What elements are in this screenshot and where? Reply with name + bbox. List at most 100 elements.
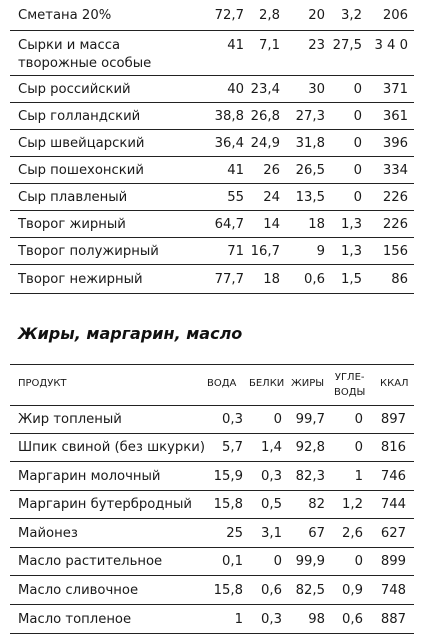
carbs-value: 0,9 — [342, 583, 363, 598]
kcal-value: 887 — [380, 612, 406, 627]
fat-value: 27,3 — [295, 109, 325, 124]
protein-value: 26,8 — [250, 109, 280, 124]
protein-value: 0,3 — [261, 469, 282, 484]
header-protein: БЕЛКИ — [249, 378, 285, 389]
table-row: Сыр пошехонский 41 26 26,5 0 334 — [10, 157, 414, 184]
carbs-value: 0 — [353, 109, 362, 124]
protein-value: 26 — [263, 163, 280, 178]
kcal-value: 396 — [382, 136, 408, 151]
fat-value: 99,7 — [295, 412, 325, 427]
product-name: Творог полужирный — [18, 244, 159, 259]
product-name: Сырки и масса — [18, 38, 121, 53]
table-row: Сыр голландский 38,8 26,8 27,3 0 361 — [10, 103, 414, 130]
header-water: ВОДА — [207, 378, 237, 389]
kcal-value: 334 — [382, 163, 408, 178]
protein-value: 2,8 — [259, 8, 280, 23]
carbs-value: 0 — [354, 440, 363, 455]
water-value: 36,4 — [214, 136, 244, 151]
table-row: Творог нежирный 77,7 18 0,6 1,5 86 — [10, 265, 414, 294]
kcal-value: 371 — [382, 82, 408, 97]
product-name: Сыр пошехонский — [18, 163, 144, 178]
product-name: Сыр голландский — [18, 109, 141, 124]
protein-value: 3,1 — [261, 526, 282, 541]
table-row: Творог жирный 64,7 14 18 1,3 226 — [10, 211, 414, 238]
protein-value: 0 — [273, 412, 282, 427]
fats-table: Жир топленый 0,3 0 99,7 0 897 Шпик свино… — [10, 405, 414, 634]
water-value: 41 — [227, 38, 244, 53]
section-title: Жиры, маргарин, масло — [18, 324, 243, 343]
water-value: 5,7 — [222, 440, 243, 455]
table-row: Сметана 20% 72,7 2,8 20 3,2 206 — [10, 0, 414, 31]
protein-value: 0,5 — [261, 497, 282, 512]
carbs-value: 1 — [354, 469, 363, 484]
water-value: 0,1 — [222, 554, 243, 569]
protein-value: 23,4 — [250, 82, 280, 97]
product-name: Творог нежирный — [18, 272, 143, 287]
kcal-value: 206 — [382, 8, 408, 23]
water-value: 25 — [226, 526, 243, 541]
protein-value: 18 — [263, 272, 280, 287]
product-name: Масло растительное — [18, 554, 163, 569]
product-name-line2: творожные особые — [18, 56, 152, 71]
water-value: 0,3 — [222, 412, 243, 427]
fat-value: 82,5 — [295, 583, 325, 598]
header-kcal: ККАЛ — [380, 378, 409, 389]
table-row: Масло топленое 1 0,3 98 0,6 887 — [10, 605, 414, 634]
protein-value: 0,6 — [261, 583, 282, 598]
fat-value: 20 — [308, 8, 325, 23]
water-value: 71 — [227, 244, 244, 259]
table-row: Сыр российский 40 23,4 30 0 371 — [10, 76, 414, 103]
carbs-value: 0 — [354, 554, 363, 569]
header-carbs: УГЛЕ- ВОДЫ — [334, 370, 365, 400]
carbs-value: 1,3 — [341, 217, 362, 232]
kcal-value: 226 — [382, 190, 408, 205]
product-name: Творог жирный — [18, 217, 126, 232]
carbs-value: 3,2 — [341, 8, 362, 23]
kcal-value: 156 — [382, 244, 408, 259]
water-value: 72,7 — [214, 8, 244, 23]
protein-value: 7,1 — [259, 38, 280, 53]
water-value: 15,9 — [213, 469, 243, 484]
fat-value: 9 — [316, 244, 325, 259]
water-value: 64,7 — [214, 217, 244, 232]
product-name: Сыр швейцарский — [18, 136, 145, 151]
fat-value: 67 — [308, 526, 325, 541]
product-name: Жир топленый — [18, 412, 122, 427]
fat-value: 82,3 — [295, 469, 325, 484]
header-fat: ЖИРЫ — [291, 378, 325, 389]
water-value: 55 — [227, 190, 244, 205]
carbs-value: 0 — [353, 190, 362, 205]
protein-value: 0,3 — [261, 612, 282, 627]
kcal-value: 3 4 0 — [374, 38, 408, 53]
kcal-value: 816 — [380, 440, 406, 455]
water-value: 77,7 — [214, 272, 244, 287]
fat-value: 26,5 — [295, 163, 325, 178]
water-value: 40 — [227, 82, 244, 97]
fat-value: 23 — [308, 38, 325, 53]
kcal-value: 899 — [380, 554, 406, 569]
water-value: 15,8 — [213, 497, 243, 512]
product-name: Маргарин бутербродный — [18, 497, 192, 512]
fat-value: 13,5 — [295, 190, 325, 205]
carbs-value: 27,5 — [332, 38, 362, 53]
product-name: Сыр российский — [18, 82, 131, 97]
fat-value: 92,8 — [295, 440, 325, 455]
table-row: Творог полужирный 71 16,7 9 1,3 156 — [10, 238, 414, 265]
table-row: Сырки и масса творожные особые 41 7,1 23… — [10, 31, 414, 76]
table-row: Масло растительное 0,1 0 99,9 0 899 — [10, 548, 414, 576]
table-row: Майонез 25 3,1 67 2,6 627 — [10, 519, 414, 548]
protein-value: 1,4 — [261, 440, 282, 455]
table-row: Жир топленый 0,3 0 99,7 0 897 — [10, 405, 414, 434]
water-value: 41 — [227, 163, 244, 178]
kcal-value: 226 — [382, 217, 408, 232]
fat-value: 0,6 — [304, 272, 325, 287]
header-product: ПРОДУКТ — [18, 378, 67, 389]
carbs-value: 1,3 — [341, 244, 362, 259]
kcal-value: 86 — [391, 272, 408, 287]
kcal-value: 627 — [380, 526, 406, 541]
product-name: Сметана 20% — [18, 8, 112, 23]
carbs-value: 2,6 — [342, 526, 363, 541]
water-value: 38,8 — [214, 109, 244, 124]
carbs-value: 1,2 — [342, 497, 363, 512]
carbs-value: 0,6 — [342, 612, 363, 627]
